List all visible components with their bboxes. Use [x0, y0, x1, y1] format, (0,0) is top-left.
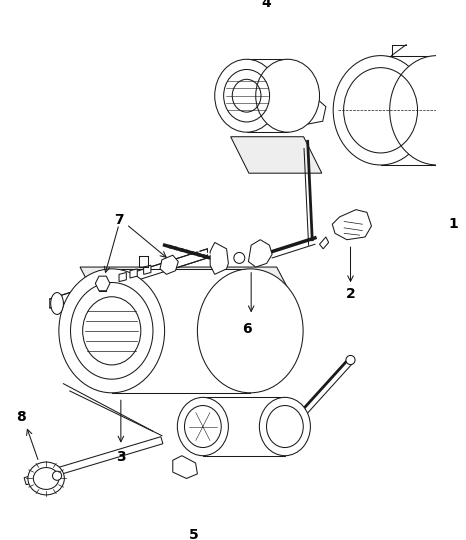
Polygon shape	[144, 265, 151, 274]
Polygon shape	[210, 242, 228, 274]
Polygon shape	[381, 56, 437, 165]
Polygon shape	[247, 59, 288, 132]
Ellipse shape	[215, 59, 279, 132]
Ellipse shape	[260, 397, 310, 456]
Ellipse shape	[256, 59, 320, 132]
Ellipse shape	[59, 269, 164, 393]
Text: 8: 8	[16, 409, 26, 423]
Ellipse shape	[234, 253, 245, 264]
Text: 6: 6	[242, 322, 252, 336]
Polygon shape	[160, 255, 178, 274]
Polygon shape	[119, 273, 126, 282]
Ellipse shape	[51, 293, 63, 314]
Text: 5: 5	[189, 528, 199, 540]
Text: 2: 2	[346, 287, 356, 301]
Polygon shape	[112, 269, 250, 393]
Ellipse shape	[198, 269, 303, 393]
Text: 3: 3	[116, 450, 126, 464]
Polygon shape	[130, 269, 137, 278]
Ellipse shape	[390, 56, 466, 165]
Ellipse shape	[28, 462, 64, 495]
Polygon shape	[173, 456, 198, 478]
Polygon shape	[248, 240, 272, 267]
Polygon shape	[24, 437, 163, 485]
Polygon shape	[80, 267, 297, 305]
Ellipse shape	[34, 468, 59, 489]
Polygon shape	[320, 237, 329, 249]
Ellipse shape	[178, 397, 228, 456]
Text: 7: 7	[114, 213, 124, 227]
Polygon shape	[203, 397, 285, 456]
Text: 4: 4	[262, 0, 272, 10]
Polygon shape	[231, 137, 322, 173]
Polygon shape	[291, 85, 326, 125]
Ellipse shape	[333, 56, 428, 165]
Polygon shape	[50, 249, 207, 308]
Ellipse shape	[346, 355, 355, 364]
Text: 1: 1	[449, 217, 459, 231]
Polygon shape	[332, 210, 371, 240]
Polygon shape	[96, 276, 110, 291]
Ellipse shape	[53, 471, 62, 480]
